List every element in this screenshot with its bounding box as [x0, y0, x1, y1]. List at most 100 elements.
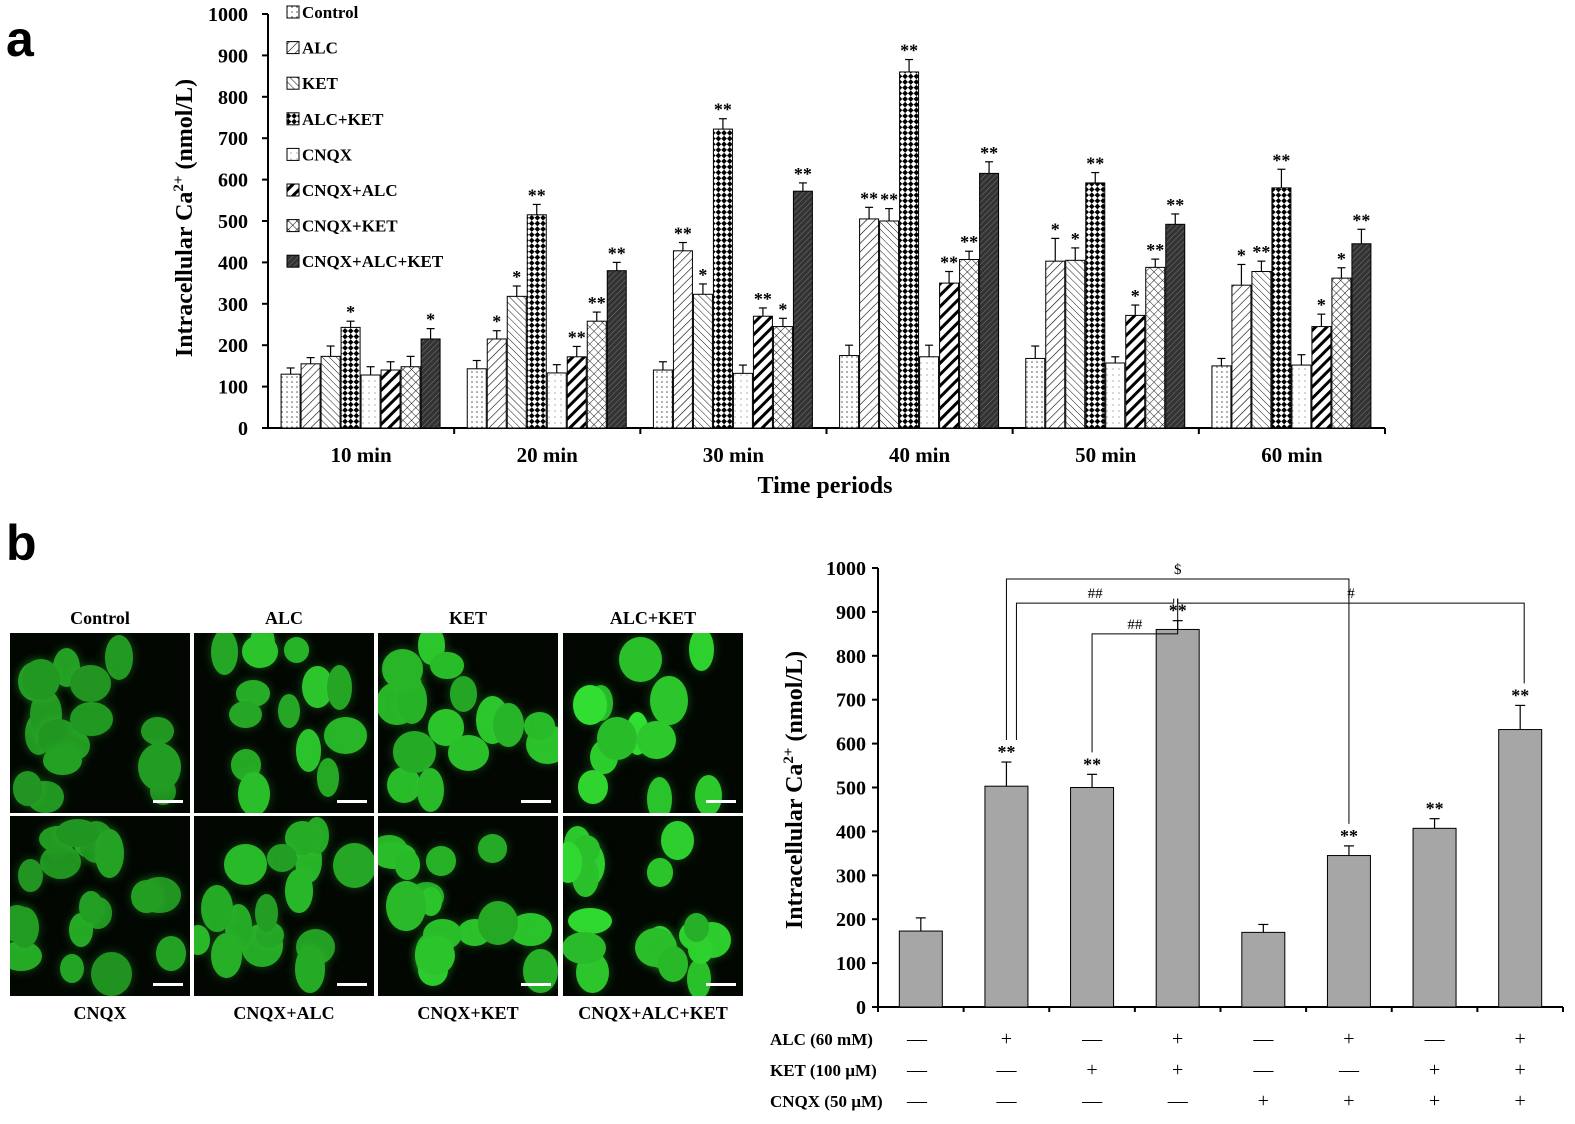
chart-a-legend-swatch [286, 76, 300, 90]
chart-a-bar [466, 368, 487, 429]
chart-b-treatment-sign: — [1081, 1028, 1103, 1050]
scale-bar [337, 983, 367, 986]
chart-a-y-tick-label: 400 [218, 252, 248, 274]
chart-b-y-tick-label: 200 [836, 909, 866, 931]
cell [210, 633, 239, 675]
chart-a-legend-label: Control [302, 3, 359, 22]
chart-b-y-tick-label: 0 [856, 997, 866, 1019]
cell [687, 958, 712, 996]
micrograph-image [194, 633, 374, 813]
chart-a-x-tick-label: 20 min [517, 443, 579, 467]
cell [79, 891, 103, 924]
chart-b-y-axis-label: Intracellular Ca2+ (nmol/L) [781, 651, 808, 929]
chart-a-significance-label: * [512, 267, 521, 287]
cell [267, 844, 298, 873]
chart-a-significance-label: ** [1086, 154, 1104, 174]
cell [394, 850, 421, 880]
chart-a-significance-label: ** [1252, 242, 1270, 262]
chart-a-legend-label: CNQX+ALC+KET [302, 252, 444, 271]
chart-a-y-axis-label: Intracellular Ca2+ (nmol/L) [171, 79, 198, 357]
chart-b-treatment-sign: + [1258, 1090, 1269, 1112]
chart-a-bar [692, 293, 713, 429]
chart-b-y-tick-label: 700 [836, 690, 866, 712]
chart-b-y-tick-label: 600 [836, 734, 866, 756]
chart-a-significance-label: ** [980, 143, 998, 163]
cell [60, 953, 85, 983]
chart-a: Control ALC KET ALC+KET CNQX CNQX+ALC CNQX+KET… [171, 3, 1386, 499]
cell [277, 693, 300, 729]
micrograph-label-top: Control [70, 608, 130, 628]
chart-a-significance-label: ** [528, 185, 546, 205]
chart-b-treatment-sign: + [1001, 1028, 1012, 1050]
chart-b-treatment-sign: — [1252, 1059, 1274, 1081]
chart-a-legend-label: CNQX+ALC [302, 181, 398, 200]
chart-b-treatment-sign: — [1424, 1028, 1446, 1050]
chart-a-significance-label: * [1051, 219, 1060, 239]
micrograph-label-bottom: CNQX+ALC+KET [578, 1003, 728, 1023]
cell [56, 819, 100, 848]
chart-b-treatment-sign: + [1429, 1059, 1440, 1081]
cell [637, 720, 676, 760]
cell [323, 716, 368, 754]
chart-a-legend: Control ALC KET ALC+KET CNQX CNQX+ALC CNQX+KET… [286, 3, 444, 271]
chart-b-bar [984, 785, 1029, 1008]
chart-a-bar [486, 338, 507, 429]
chart-b: 0 100 200 300 400 500 600 700 800 900 1000 ** ** ** *… [770, 558, 1564, 1112]
chart-a-bar [1211, 365, 1232, 429]
chart-b-comparison-bracket [1015, 598, 1175, 741]
chart-b-treatment-sign: + [1343, 1028, 1354, 1050]
chart-a-bar [606, 270, 627, 429]
chart-a-bar [1331, 277, 1352, 429]
chart-b-bar [1412, 827, 1457, 1008]
chart-a-bar [899, 71, 920, 429]
chart-a-bar [979, 172, 1000, 429]
chart-a-legend-swatch [286, 147, 300, 161]
chart-a-y-tick-label: 200 [218, 335, 248, 357]
chart-a-x-axis-label: Time periods [758, 473, 893, 499]
chart-a-bar [506, 295, 527, 429]
chart-a-bar [526, 214, 547, 429]
chart-a-bar [1065, 259, 1086, 429]
chart-a-significance-label: ** [1146, 240, 1164, 260]
micrograph-image [10, 816, 190, 996]
chart-a-legend-swatch [286, 5, 300, 19]
chart-a-x-tick-label: 10 min [330, 443, 392, 467]
cell [493, 703, 524, 748]
cell [568, 907, 612, 934]
chart-a-significance-label: * [492, 312, 501, 332]
micrograph-label-top: KET [448, 608, 487, 628]
micrograph-image [194, 816, 374, 996]
chart-a-bar [672, 250, 693, 429]
chart-a-bar [732, 372, 753, 429]
cell [650, 676, 689, 726]
chart-a-legend-label: ALC [302, 39, 338, 58]
cell [661, 821, 694, 861]
chart-a-significance-label: ** [608, 243, 626, 263]
chart-a-bar [1165, 223, 1186, 429]
micrograph-image [10, 633, 190, 813]
cell [316, 757, 340, 797]
cell [381, 649, 424, 689]
chart-a-significance-label: ** [754, 289, 772, 309]
chart-b-treatment-sign: — [1252, 1028, 1274, 1050]
chart-b-bar [1498, 729, 1543, 1008]
chart-a-significance-label: * [1071, 229, 1080, 249]
chart-b-treatment-sign: + [1515, 1028, 1526, 1050]
cell [522, 948, 558, 994]
chart-a-bar [380, 369, 401, 429]
chart-a-x-tick-label: 40 min [889, 443, 951, 467]
panel-label-a: a [6, 11, 34, 67]
cell [332, 842, 374, 888]
cell [618, 636, 662, 683]
chart-a-bar [1025, 357, 1046, 429]
scale-bar [521, 800, 551, 803]
micrograph-label-top: ALC+KET [609, 608, 697, 628]
chart-a-y-tick-label: 100 [218, 377, 248, 399]
chart-a-significance-label: * [426, 310, 435, 330]
chart-b-treatment-sign: — [906, 1028, 928, 1050]
chart-a-bar [320, 355, 341, 429]
chart-a-significance-label: ** [1352, 210, 1370, 230]
cell [223, 844, 268, 886]
chart-a-bar [340, 326, 361, 429]
cell [327, 665, 353, 711]
